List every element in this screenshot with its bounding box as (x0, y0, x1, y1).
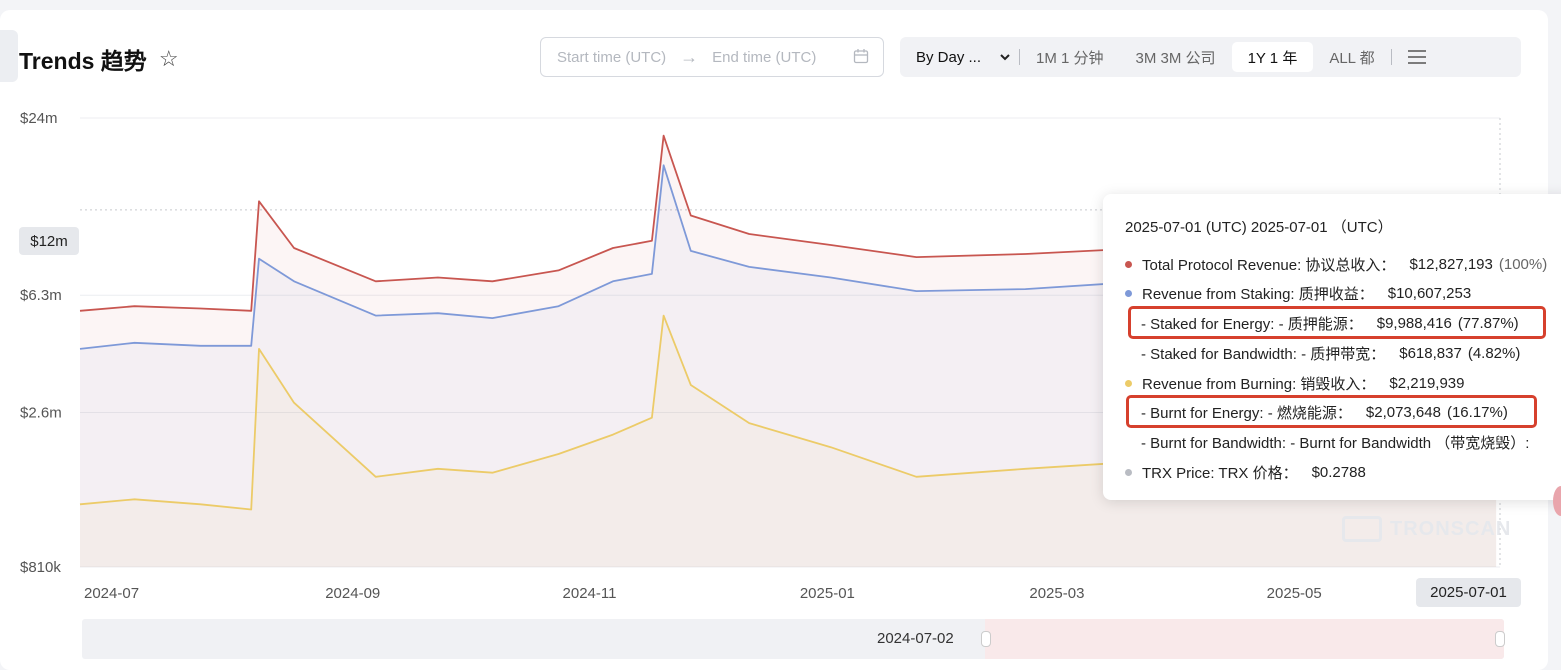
tronscan-logo-icon (1342, 516, 1382, 542)
range-controls: By Day ... 1M 1 分钟 3M 3M 公司 1Y 1 年 ALL 都 (900, 37, 1521, 77)
series-line (79, 134, 1497, 312)
row-percent: (4.82%) (1467, 345, 1521, 362)
legend-dot-icon (1125, 380, 1132, 387)
row-label: Total Protocol Revenue: 协议总收入： (1142, 257, 1396, 274)
row-value: $10,607,253 (1387, 285, 1472, 302)
page-title: Trends 趋势 ☆ (19, 42, 179, 76)
granularity-select[interactable]: By Day ... (900, 42, 1019, 72)
chevron-down-icon (1000, 54, 1010, 61)
x-tick-label: 2025-01 (800, 585, 855, 602)
series-area (80, 315, 1497, 567)
start-time-input[interactable]: Start time (UTC) (557, 48, 667, 66)
menu-icon[interactable] (1407, 49, 1426, 65)
watermark: TRONSCAN (1342, 516, 1511, 542)
x-tick-label: 2025-03 (1029, 585, 1084, 602)
range-slider[interactable] (82, 619, 1504, 659)
granularity-value: By Day ... (916, 48, 982, 66)
x-crosshair-label: 2025-07-01 (1416, 578, 1521, 607)
range-all-button[interactable]: ALL 都 (1329, 49, 1375, 67)
legend-dot-icon (1125, 290, 1132, 297)
tooltip-row-staked-bandwidth: - Staked for Bandwidth: - 质押带宽： $618,837… (1141, 343, 1520, 364)
x-tick-label: 2024-09 (325, 585, 380, 602)
tooltip-row-burnt-energy: - Burnt for Energy: - 燃烧能源： $2,073,648 (… (1141, 402, 1508, 423)
highlight-box-staked-energy (1128, 306, 1546, 339)
row-label: - Burnt for Energy: - 燃烧能源： (1141, 405, 1352, 422)
slider-right-handle[interactable] (1495, 631, 1505, 647)
row-value: $618,837 (1399, 345, 1462, 362)
row-value: $2,073,648 (1365, 404, 1441, 421)
tooltip-row-staking: Revenue from Staking: 质押收益： $10,607,253 (1125, 283, 1471, 304)
row-label: Revenue from Burning: 销毁收入： (1142, 376, 1376, 393)
range-3m-button[interactable]: 3M 3M 公司 (1135, 49, 1216, 67)
highlight-box-burnt-energy (1126, 395, 1537, 428)
left-edge-tab[interactable] (0, 30, 18, 82)
legend-dot-icon (1125, 469, 1132, 476)
tooltip-title: 2025-07-01 (UTC) 2025-07-01 （UTC） (1125, 219, 1393, 236)
tooltip-row-burnt-bandwidth: - Burnt for Bandwidth: - Burnt for Bandw… (1141, 432, 1529, 453)
y-tick-label: $24m (20, 110, 58, 127)
row-label: - Burnt for Bandwidth: - Burnt for Bandw… (1141, 435, 1530, 452)
series-line (79, 164, 1497, 350)
tooltip-row-burning: Revenue from Burning: 销毁收入： $2,219,939 (1125, 373, 1465, 394)
divider (1390, 49, 1392, 65)
watermark-text: TRONSCAN (1390, 517, 1512, 540)
row-value: $12,827,193 (1409, 256, 1493, 273)
star-outline-icon[interactable]: ☆ (158, 46, 179, 71)
title-text: Trends 趋势 (19, 48, 147, 74)
divider (1019, 49, 1021, 65)
floating-action-button[interactable] (1553, 486, 1561, 516)
slider-start-label: 2024-07-02 (877, 630, 954, 647)
x-tick-label: 2025-05 (1267, 585, 1322, 602)
y-tick-label: $810k (20, 559, 61, 576)
row-value: $0.2788 (1311, 464, 1366, 481)
tooltip-row-total: Total Protocol Revenue: 协议总收入： $12,827,1… (1125, 254, 1547, 275)
row-value: $9,988,416 (1376, 315, 1452, 332)
calendar-icon[interactable] (853, 48, 869, 64)
date-range-picker[interactable]: Start time (UTC) → End time (UTC) (540, 37, 884, 77)
slider-left-handle[interactable] (981, 631, 991, 647)
row-label: - Staked for Energy: - 质押能源： (1141, 316, 1363, 333)
range-1y-button[interactable]: 1Y 1 年 (1231, 42, 1314, 72)
y-crosshair-label: $12m (19, 227, 79, 255)
row-label: - Staked for Bandwidth: - 质押带宽： (1141, 346, 1386, 363)
series-lines (79, 134, 1497, 511)
x-axis: 2024-07 2024-09 2024-11 2025-01 2025-03 2025-… (84, 585, 1322, 602)
end-time-input[interactable]: End time (UTC) (712, 48, 817, 66)
row-percent: (100%) (1498, 256, 1548, 273)
slider-selection[interactable] (985, 619, 1504, 659)
legend-dot-icon (1125, 261, 1132, 268)
row-label: Revenue from Staking: 质押收益： (1142, 286, 1374, 303)
x-tick-label: 2024-07 (84, 585, 139, 602)
range-1m-button[interactable]: 1M 1 分钟 (1036, 49, 1104, 67)
arrow-right-icon: → (680, 46, 699, 67)
row-percent: (77.87%) (1457, 315, 1519, 332)
series-line (79, 314, 1497, 511)
tooltip-row-price: TRX Price: TRX 价格： $0.2788 (1125, 462, 1366, 483)
tooltip-row-staked-energy: - Staked for Energy: - 质押能源： $9,988,416 … (1141, 313, 1519, 334)
row-percent: (16.17%) (1446, 404, 1508, 421)
y-axis: $24m $6.3m $2.6m $810k (20, 110, 62, 576)
y-tick-label: $6.3m (20, 287, 62, 304)
chart-tooltip: 2025-07-01 (UTC) 2025-07-01 （UTC） Total … (1103, 194, 1561, 500)
x-tick-label: 2024-11 (563, 585, 617, 602)
row-value: $2,219,939 (1389, 375, 1465, 392)
y-tick-label: $2.6m (20, 404, 62, 421)
row-label: TRX Price: TRX 价格： (1142, 465, 1298, 482)
grid-lines (80, 117, 1501, 568)
